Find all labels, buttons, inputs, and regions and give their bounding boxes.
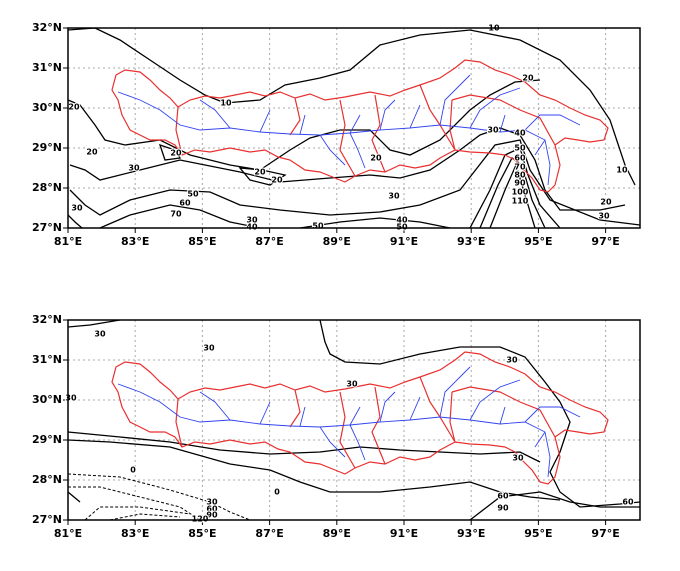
lon-label: 91°E (390, 527, 418, 540)
contour-label: 20 (600, 198, 612, 207)
contour-label: 50 (514, 144, 526, 153)
lat-label: 30°N (32, 393, 62, 406)
contour-label: 20 (370, 154, 382, 163)
contour-label: 0 (274, 488, 280, 497)
contour-label: 110 (512, 197, 529, 206)
contour-label: 30 (346, 380, 358, 389)
lon-label: 95°E (524, 527, 552, 540)
contours (68, 28, 640, 228)
lat-label: 31°N (32, 61, 62, 74)
lat-label: 29°N (32, 433, 62, 446)
lon-label: 83°E (121, 527, 149, 540)
map-frame (67, 319, 641, 521)
lon-label: 89°E (323, 235, 351, 248)
contour-label: 30 (206, 498, 218, 507)
contour-label: 20 (271, 176, 283, 185)
map-background (68, 28, 640, 228)
contour-label: 30 (598, 212, 610, 221)
contours (68, 320, 640, 520)
lat-label: 31°N (32, 353, 62, 366)
contour-label: 30 (506, 356, 518, 365)
contour-label: 70 (514, 163, 526, 172)
contour-line (158, 143, 287, 186)
contour-label: 40 (514, 129, 526, 138)
contour-line (68, 214, 83, 228)
lat-label: 30°N (32, 101, 62, 114)
map-background (68, 320, 640, 520)
lon-label: 89°E (323, 527, 351, 540)
contour-line (68, 28, 636, 186)
lon-label: 85°E (188, 235, 216, 248)
contour-label: 30 (487, 126, 499, 135)
contour-label: 100 (512, 188, 529, 197)
lon-label: 95°E (524, 235, 552, 248)
contour-label: 30 (128, 164, 140, 173)
contour-line (68, 439, 561, 501)
contour-label: 20 (68, 103, 80, 112)
contour-label: 60 (497, 492, 509, 501)
contour-label: 30 (71, 204, 83, 213)
contour-label: 20 (86, 148, 98, 157)
contour-line (68, 79, 541, 171)
contour-label: 30 (388, 192, 400, 201)
contour-label: 60 (179, 199, 191, 208)
contour-label: 60 (514, 154, 526, 163)
lon-label: 81°E (54, 527, 82, 540)
lon-label: 83°E (121, 235, 149, 248)
contour-label: 30 (65, 394, 77, 403)
contour-label: 20 (170, 149, 182, 158)
contour-label: 10 (220, 99, 232, 108)
lon-label: 87°E (255, 527, 283, 540)
contour-line (69, 127, 626, 211)
map-frame (67, 27, 641, 229)
contour-label: 60 (206, 505, 218, 514)
contour-line (69, 139, 640, 226)
lon-label: 87°E (255, 235, 283, 248)
contour-label: 30 (512, 454, 524, 463)
contour-label: 0 (130, 466, 136, 475)
lat-label: 27°N (32, 221, 62, 234)
map-panel: 81°E 83°E 85°E 87°E 89°E 91°E 93°E 95°E 97°E 27°N… (32, 313, 641, 540)
lat-label: 27°N (32, 513, 62, 526)
contour-label: 90 (206, 511, 218, 520)
contour-label: 20 (522, 74, 534, 83)
lat-label: 32°N (32, 313, 62, 326)
lon-label: 93°E (457, 527, 485, 540)
lon-label: 85°E (188, 527, 216, 540)
contour-label: 50 (396, 223, 408, 232)
map-panel: 81°E 83°E 85°E 87°E 89°E 91°E 93°E 95°E 97°E 27°N… (32, 21, 641, 248)
contour-label: 30 (246, 216, 258, 225)
lon-label: 91°E (390, 235, 418, 248)
lon-label: 93°E (457, 235, 485, 248)
contour-line (68, 431, 541, 463)
lat-label: 28°N (32, 181, 62, 194)
lon-label: 97°E (591, 527, 619, 540)
contour-line (99, 204, 451, 228)
contour-label: 30 (94, 330, 106, 339)
contour-label: 40 (246, 223, 258, 232)
contour-label: 90 (514, 179, 526, 188)
contour-line (68, 320, 640, 508)
lat-label: 28°N (32, 473, 62, 486)
contour-label: 20 (254, 168, 266, 177)
contour-label: 70 (170, 210, 182, 219)
contour-line (68, 491, 640, 520)
contour-label: 60 (622, 498, 634, 507)
contour-label: 90 (497, 504, 509, 513)
contour-label: 10 (616, 166, 628, 175)
contour-label: 50 (187, 190, 199, 199)
contour-label: 80 (514, 171, 526, 180)
contour-label: 30 (203, 344, 215, 353)
lon-label: 81°E (54, 235, 82, 248)
contour-label: 120 (192, 515, 209, 524)
lat-label: 32°N (32, 21, 62, 34)
lat-label: 29°N (32, 141, 62, 154)
contour-label: 50 (312, 222, 324, 231)
contour-label: 40 (396, 216, 408, 225)
lon-label: 97°E (591, 235, 619, 248)
